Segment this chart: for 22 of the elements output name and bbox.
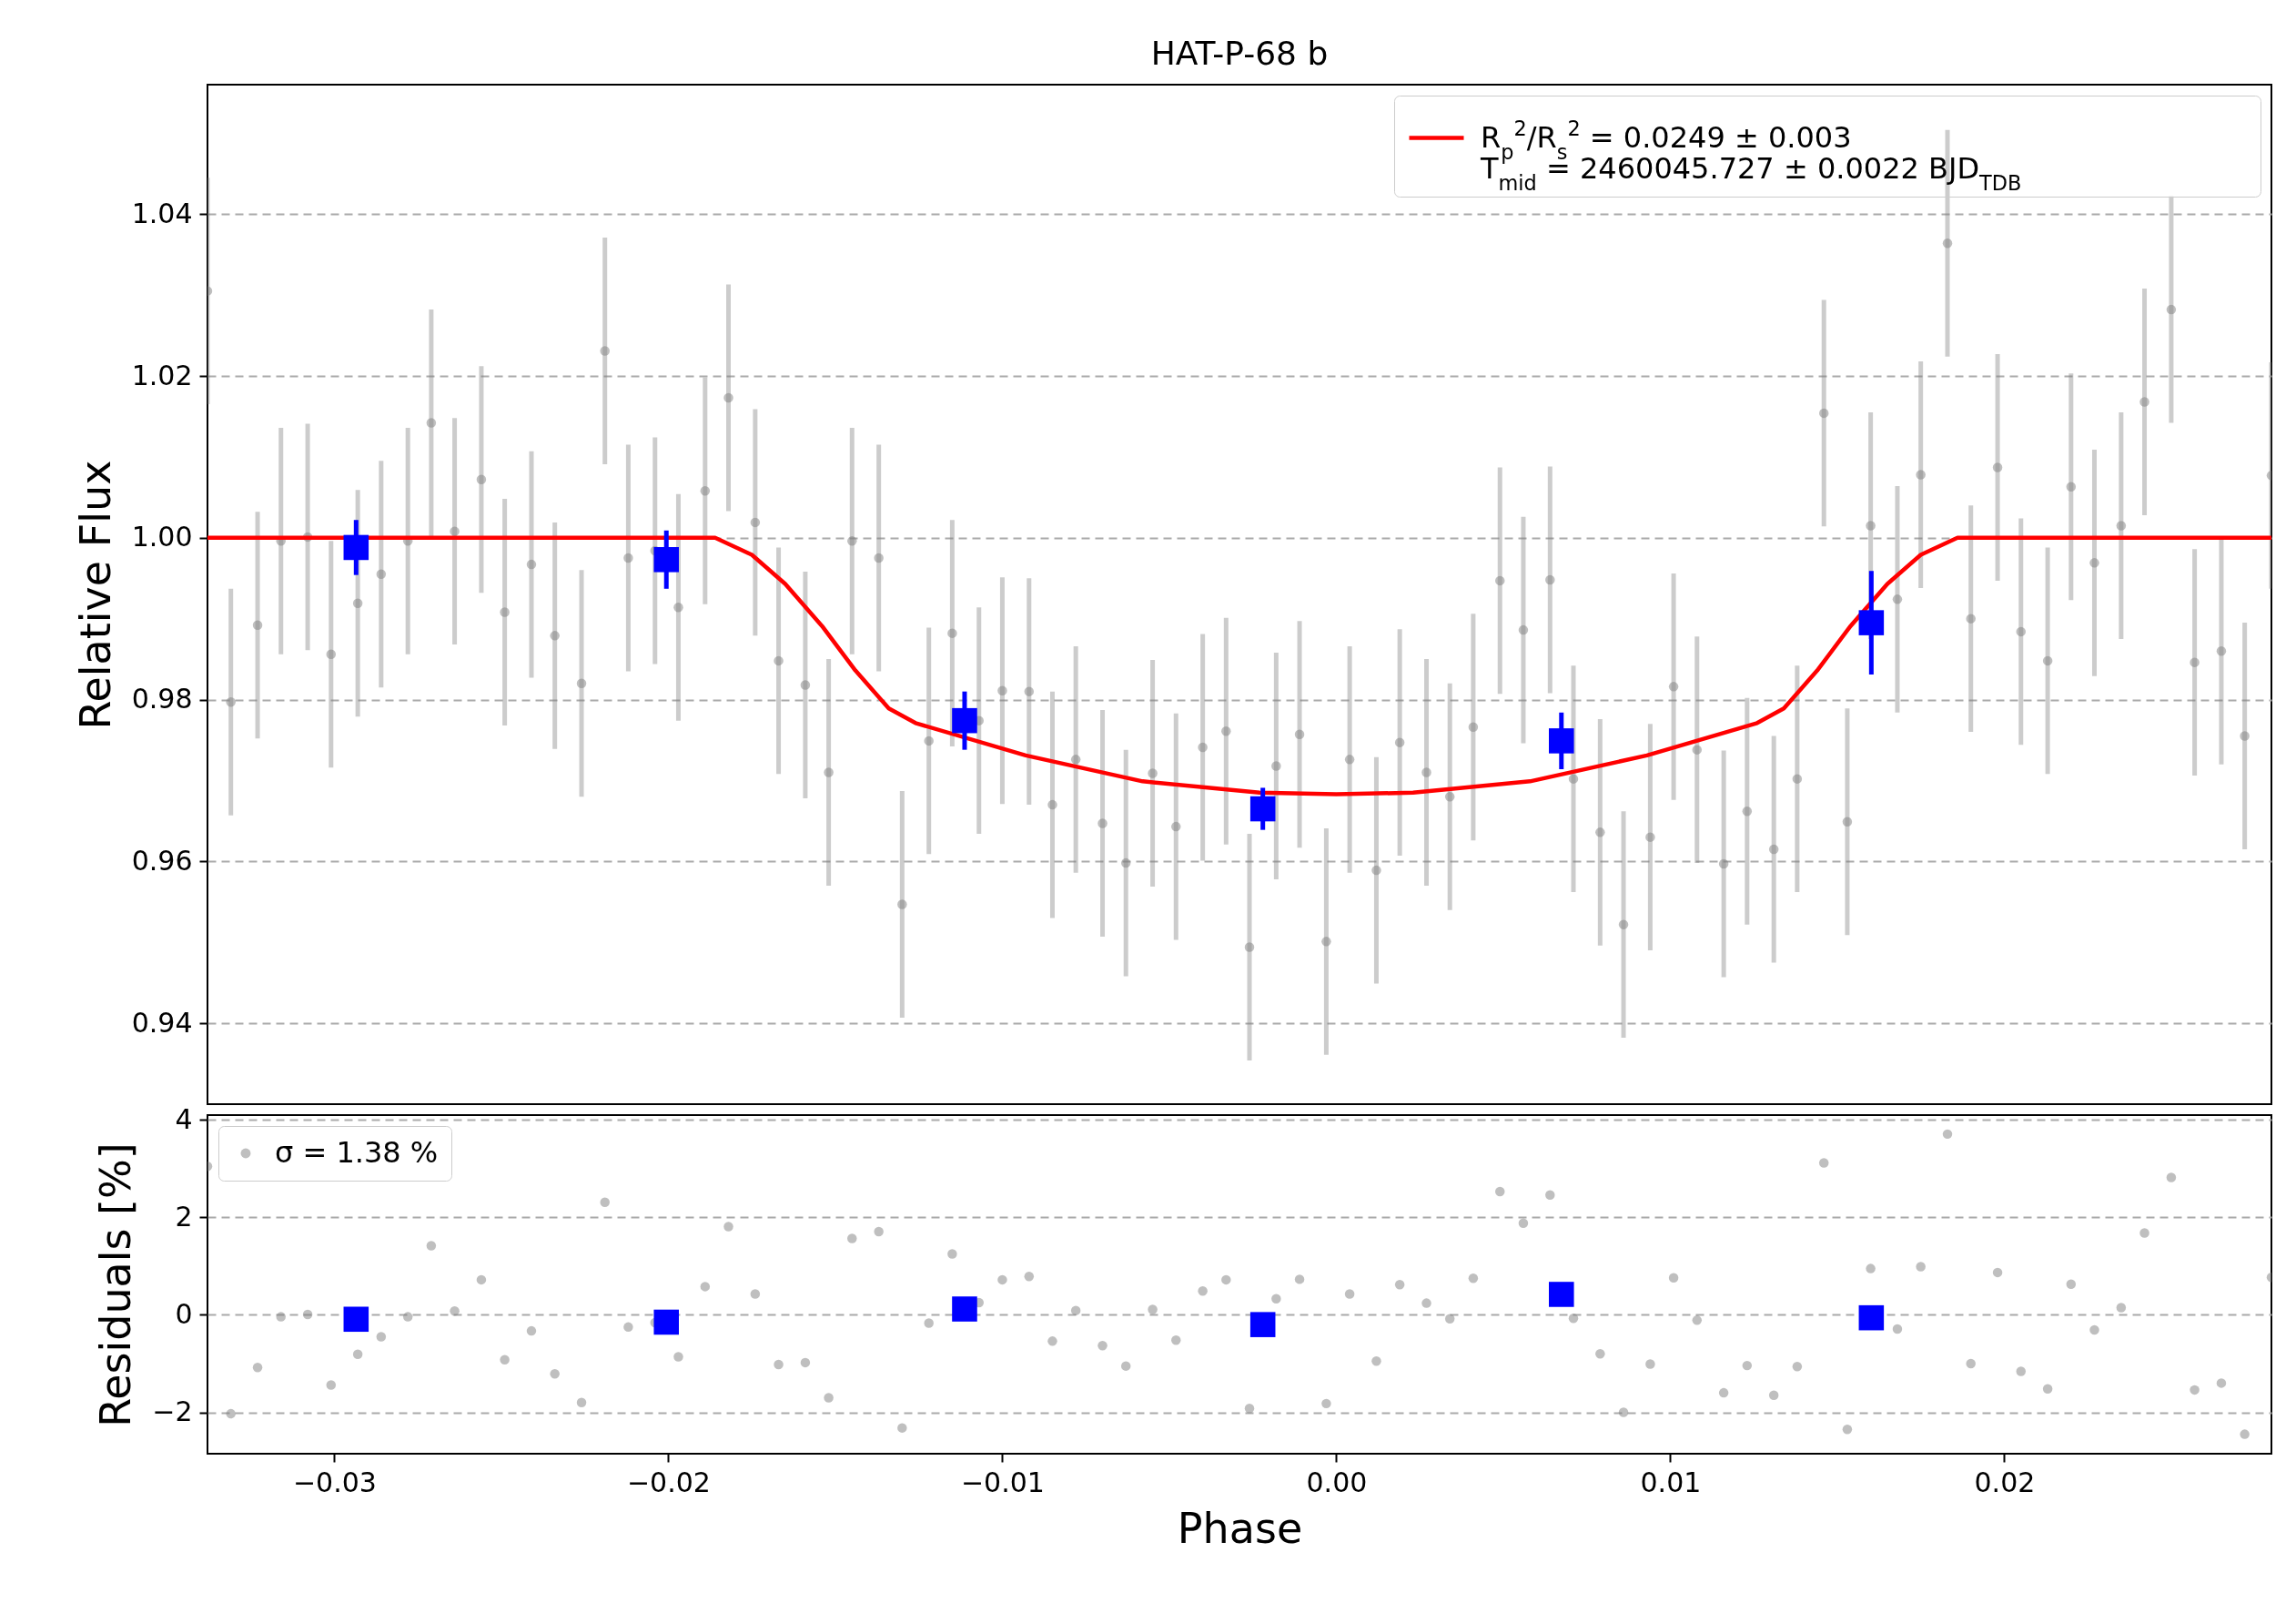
legend-label: σ = 1.38 % xyxy=(275,1135,439,1170)
x-tick-label: 0.00 xyxy=(1306,1466,1368,1498)
y-axis-title: Relative Flux xyxy=(70,460,120,730)
y-tick-label: 0.96 xyxy=(131,844,193,877)
y-tick-label: 0 xyxy=(175,1297,193,1330)
x-tick-label: −0.02 xyxy=(626,1466,711,1498)
y-tick-label: 1.00 xyxy=(131,521,193,553)
y-tick-label: 2 xyxy=(175,1200,193,1233)
x-tick-label: 0.02 xyxy=(1974,1466,2036,1498)
x-tick-label: −0.01 xyxy=(960,1466,1045,1498)
y-axis-title: Residuals [%] xyxy=(91,1142,141,1427)
text: R$_{p}$$^{2}$/R$_{s}$$^{2}$ = 0.0249 ± 0.003 T$_{mid}$ = 2460045.727 ± 0.0022 BJD$_{TDB}$ xyxy=(1481,116,2022,195)
x-tick-label: −0.03 xyxy=(292,1466,377,1498)
chart-title: HAT-P-68 b xyxy=(1150,35,1329,72)
y-tick-label: 4 xyxy=(175,1102,193,1135)
y-tick-label: 1.04 xyxy=(131,197,193,229)
y-tick-label: 1.02 xyxy=(131,359,193,391)
y-tick-label: 0.98 xyxy=(131,683,193,715)
x-axis-title: Phase xyxy=(1177,1503,1303,1553)
y-tick-label: 0.94 xyxy=(131,1006,193,1039)
y-tick-label: −2 xyxy=(152,1395,193,1427)
x-tick-label: 0.01 xyxy=(1640,1466,1702,1498)
